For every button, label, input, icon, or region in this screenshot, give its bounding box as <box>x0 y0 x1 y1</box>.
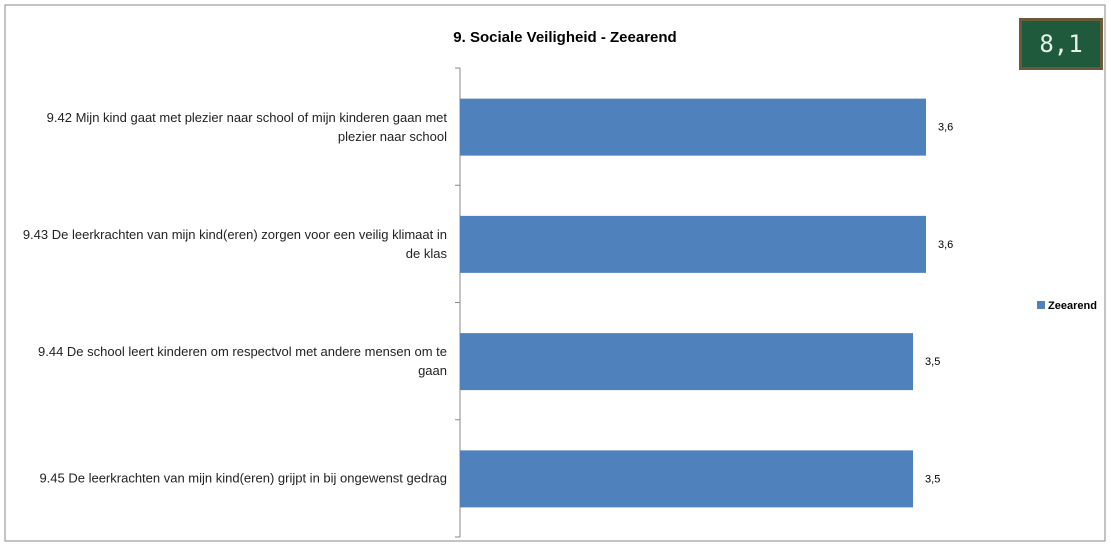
score-badge: 8,1 <box>1019 18 1103 70</box>
category-label: 9.42 Mijn kind gaat met plezier naar sch… <box>46 109 447 144</box>
category-label: 9.44 De school leert kinderen om respect… <box>38 344 447 379</box>
chart-title: 9. Sociale Veiligheid - Zeearend <box>453 29 676 46</box>
value-label: 3,6 <box>938 239 953 251</box>
value-label: 3,5 <box>925 356 940 368</box>
legend-label: Zeearend <box>1048 300 1097 312</box>
bar <box>460 450 914 508</box>
value-label: 3,5 <box>925 473 940 485</box>
legend-swatch <box>1037 301 1045 309</box>
bar <box>460 333 914 391</box>
category-label: 9.45 De leerkrachten van mijn kind(eren)… <box>39 470 447 486</box>
chart-border <box>4 4 1106 542</box>
bar <box>460 98 926 156</box>
category-label: 9.43 De leerkrachten van mijn kind(eren)… <box>22 226 447 261</box>
bar <box>460 215 926 273</box>
value-label: 3,6 <box>938 122 953 134</box>
